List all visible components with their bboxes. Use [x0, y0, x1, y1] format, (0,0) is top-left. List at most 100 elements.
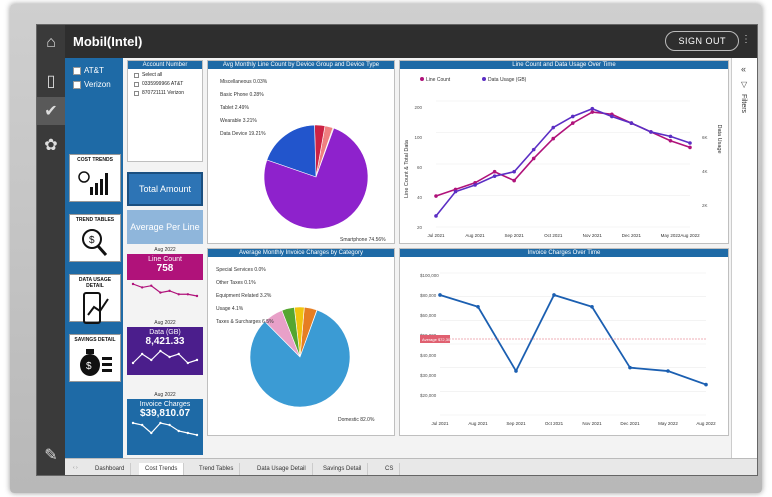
x-tick-label: Sep 2021: [506, 421, 526, 426]
sparkline-point: [195, 358, 199, 362]
data-point[interactable]: [492, 174, 497, 178]
checkbox-icon[interactable]: [134, 72, 139, 78]
tab-nav-arrows[interactable]: ‹ ›: [73, 465, 78, 471]
carrier-checkbox-att[interactable]: AT&T: [73, 66, 104, 75]
filters-label: Filters: [740, 94, 747, 114]
y-tick-label: $60,000: [420, 313, 437, 318]
data-point[interactable]: [629, 121, 634, 125]
data-point[interactable]: [552, 293, 556, 297]
data-point[interactable]: [704, 382, 708, 387]
total-amount-button[interactable]: Total Amount: [127, 172, 203, 206]
checkbox-icon[interactable]: [73, 80, 81, 89]
nav-card-cost-trends[interactable]: COST TRENDS: [69, 154, 121, 202]
sparkline-point: [168, 423, 171, 427]
data-point[interactable]: [434, 214, 438, 218]
top-bar: Mobil(Intel) SIGN OUT ⋮: [65, 25, 757, 58]
x-tick-label: May 2022: [658, 421, 678, 426]
data-point[interactable]: [628, 365, 632, 370]
carrier-checkbox-verizon[interactable]: Verizon: [73, 80, 111, 89]
data-point[interactable]: [668, 134, 673, 139]
pie-label: Wearable 3.21%: [220, 118, 257, 124]
legend-label[interactable]: Line Count: [426, 77, 451, 83]
sparkline-point: [159, 349, 162, 353]
checkbox-icon[interactable]: [134, 81, 139, 87]
data-point[interactable]: [610, 114, 614, 119]
data-point[interactable]: [473, 183, 477, 187]
phone-icon[interactable]: ▯: [46, 73, 56, 90]
line-count-chart: Line Count Data Usage (GB) Line Count & To…: [404, 77, 722, 238]
data-point[interactable]: [434, 194, 438, 198]
kpi-data-gb: Data (GB) 8,421.33: [127, 327, 203, 375]
y-tick-label: $80,000: [420, 293, 437, 298]
x-tick-label: Jul 2021: [431, 421, 449, 426]
y-tick-label: 200: [414, 105, 422, 110]
data-point[interactable]: [531, 147, 536, 152]
check-icon[interactable]: ✔: [37, 97, 65, 125]
kpi-value: 8,421.33: [145, 336, 185, 347]
tab-cs[interactable]: CS: [379, 463, 401, 475]
sign-out-button[interactable]: SIGN OUT: [665, 31, 739, 51]
tab-trend-tables[interactable]: Trend Tables: [193, 463, 241, 475]
account-number-slicer: Account Number Select all 0335999966 AT&…: [127, 60, 203, 162]
money-bag-icon: $: [80, 349, 112, 376]
data-point[interactable]: [531, 156, 536, 161]
slicer-item-select-all[interactable]: Select all: [128, 72, 202, 78]
data-point[interactable]: [590, 305, 594, 309]
filters-pane[interactable]: « ▽ Filters: [731, 58, 757, 458]
data-point[interactable]: [590, 106, 595, 111]
sparkline-point: [168, 289, 171, 293]
slicer-item-att[interactable]: 0335999966 AT&T: [128, 81, 202, 87]
collapse-icon[interactable]: «: [741, 64, 747, 74]
nav-card-savings-detail[interactable]: SAVINGS DETAIL $: [69, 334, 121, 382]
pie-slice[interactable]: [249, 309, 351, 408]
sparkline-point: [168, 355, 171, 359]
data-point[interactable]: [590, 110, 595, 114]
data-point[interactable]: [649, 130, 653, 134]
pie-slice[interactable]: [263, 127, 369, 230]
sparkline-point: [131, 361, 135, 365]
sparkline-point: [177, 293, 180, 296]
slicer-item-label: Select all: [142, 72, 163, 78]
kpi-title: Invoice Charges: [139, 401, 191, 408]
data-point[interactable]: [492, 169, 497, 174]
data-point[interactable]: [666, 369, 670, 373]
sparkline-point: [195, 294, 199, 298]
data-point[interactable]: [688, 141, 692, 145]
legend-label[interactable]: Data Usage (GB): [488, 77, 527, 83]
panel-title: Average Monthly Invoice Charges by Categ…: [208, 249, 394, 257]
checkbox-icon[interactable]: [73, 66, 81, 75]
data-point[interactable]: [476, 305, 480, 309]
nav-card-data-usage-detail[interactable]: DATA USAGE DETAIL: [69, 274, 121, 324]
data-point[interactable]: [570, 121, 575, 125]
pie-label: Basic Phone 0.28%: [220, 92, 264, 98]
tab-data-usage-detail[interactable]: Data Usage Detail: [251, 463, 313, 475]
average-per-line-button[interactable]: Average Per Line: [127, 210, 203, 244]
data-point[interactable]: [438, 293, 442, 297]
tab-dashboard[interactable]: Dashboard: [89, 463, 132, 475]
tab-cost-trends[interactable]: Cost Trends: [139, 463, 185, 475]
data-point[interactable]: [570, 114, 575, 119]
tab-savings-detail[interactable]: Savings Detail: [317, 463, 369, 475]
x-tick-label: Aug 2021: [465, 233, 485, 238]
data-point[interactable]: [551, 125, 556, 130]
nav-card-trend-tables[interactable]: TREND TABLES $: [69, 214, 121, 262]
data-point[interactable]: [688, 145, 692, 150]
x-tick-label: Aug 2022: [696, 421, 716, 426]
tool-icon[interactable]: ✎: [44, 447, 58, 464]
data-point[interactable]: [551, 136, 556, 141]
more-options-icon[interactable]: ⋮: [741, 34, 751, 45]
sparkline-point: [159, 421, 162, 425]
x-tick-label: Aug 2022: [680, 233, 700, 238]
sparkline-point: [140, 286, 144, 289]
data-point[interactable]: [453, 189, 458, 194]
checkbox-icon[interactable]: [134, 90, 139, 96]
data-point[interactable]: [668, 138, 673, 143]
x-tick-label: Aug 2021: [468, 421, 488, 426]
data-point[interactable]: [512, 178, 516, 183]
slicer-item-verizon[interactable]: 870721111 Verizon: [128, 90, 202, 96]
y-tick-label: 40: [417, 195, 423, 200]
data-point[interactable]: [514, 369, 518, 373]
data-point[interactable]: [512, 169, 516, 174]
brain-icon[interactable]: ✿: [44, 137, 58, 154]
home-icon[interactable]: ⌂: [46, 34, 56, 51]
